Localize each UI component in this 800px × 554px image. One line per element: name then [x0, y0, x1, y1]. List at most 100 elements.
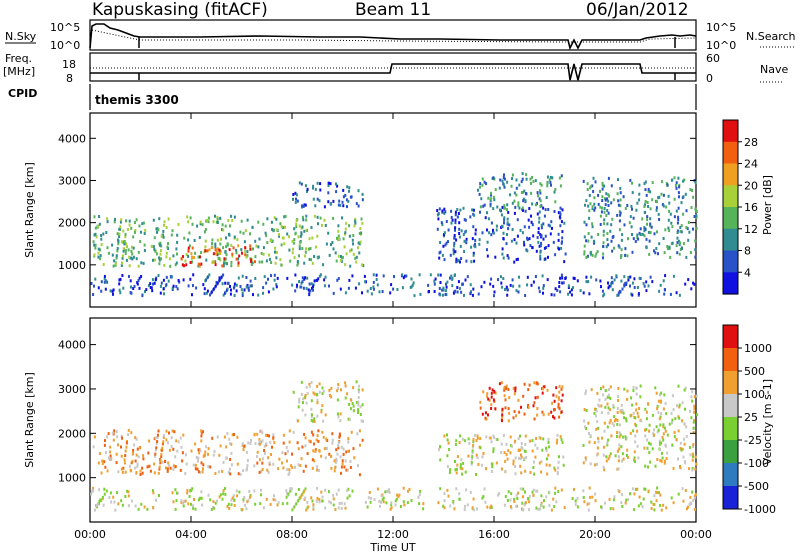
heatmap-cell	[539, 233, 542, 237]
heatmap-cell	[341, 216, 343, 220]
heatmap-cell	[657, 196, 660, 200]
heatmap-cell	[158, 262, 161, 266]
heatmap-cell	[643, 226, 646, 230]
heatmap-cell	[336, 236, 338, 240]
heatmap-cell	[677, 176, 680, 180]
freq-tick-high: 18	[62, 58, 76, 71]
heatmap-cell	[514, 439, 517, 443]
x-tick-label: 16:00	[478, 528, 510, 541]
heatmap-cell	[258, 439, 261, 443]
heatmap-cell	[119, 225, 122, 229]
heatmap-cell	[458, 497, 461, 501]
heatmap-cell	[445, 241, 448, 245]
heatmap-cell	[176, 287, 179, 291]
heatmap-cell	[570, 288, 573, 292]
heatmap-cell	[678, 403, 681, 407]
heatmap-cell	[675, 291, 678, 295]
heatmap-cell	[173, 430, 176, 434]
heatmap-cell	[192, 284, 194, 288]
heatmap-cell	[651, 447, 654, 451]
heatmap-cell	[332, 247, 335, 251]
heatmap-cell	[541, 387, 544, 391]
heatmap-cell	[532, 234, 535, 238]
heatmap-cell	[458, 227, 461, 231]
heatmap-cell	[226, 281, 229, 285]
heatmap-cell	[271, 239, 274, 243]
heatmap-cell	[162, 436, 165, 439]
heatmap-cell	[537, 194, 539, 198]
heatmap-cell	[647, 284, 650, 288]
heatmap-cell	[174, 488, 177, 492]
heatmap-cell	[659, 415, 662, 419]
heatmap-cell	[316, 197, 319, 201]
heatmap-cell	[558, 455, 560, 459]
heatmap-cell	[606, 232, 609, 235]
heatmap-cell	[691, 490, 694, 494]
heatmap-cell	[230, 503, 233, 507]
heatmap-cell	[361, 388, 364, 392]
heatmap-cell	[489, 282, 492, 286]
heatmap-cell	[634, 487, 637, 491]
heatmap-cell	[646, 438, 649, 442]
heatmap-cell	[155, 442, 158, 446]
heatmap-cell	[312, 285, 314, 289]
heatmap-cell	[677, 384, 680, 388]
heatmap-cell	[226, 262, 228, 266]
heatmap-cell	[124, 495, 127, 498]
heatmap-cell	[300, 457, 303, 461]
heatmap-cell	[330, 386, 333, 390]
heatmap-cell	[332, 493, 335, 497]
heatmap-cell	[97, 461, 100, 465]
heatmap-cell	[311, 261, 314, 265]
heatmap-cell	[221, 223, 224, 227]
heatmap-cell	[360, 419, 363, 423]
heatmap-cell	[317, 429, 320, 433]
heatmap-cell	[542, 284, 545, 288]
heatmap-cell	[199, 496, 201, 500]
heatmap-cell	[541, 274, 544, 278]
heatmap-cell	[690, 395, 693, 399]
heatmap-cell	[677, 429, 680, 433]
heatmap-cell	[112, 438, 115, 442]
heatmap-cell	[477, 188, 479, 192]
heatmap-cell	[337, 386, 340, 390]
heatmap-cell	[516, 234, 519, 238]
heatmap-cell	[540, 503, 543, 507]
heatmap-cell	[187, 220, 190, 224]
heatmap-cell	[372, 280, 375, 284]
heatmap-cell	[298, 397, 301, 401]
heatmap-cell	[548, 490, 551, 494]
heatmap-cell	[680, 224, 683, 228]
heatmap-cell	[476, 436, 479, 440]
heatmap-cell	[527, 406, 530, 409]
heatmap-cell	[642, 281, 645, 285]
heatmap-cell	[222, 460, 225, 464]
heatmap-cell	[90, 492, 93, 496]
heatmap-cell	[692, 431, 695, 435]
y-tick-label: 3000	[58, 383, 86, 396]
heatmap-cell	[176, 240, 179, 244]
heatmap-cell	[308, 282, 311, 286]
heatmap-cell	[554, 253, 557, 257]
heatmap-cell	[105, 489, 108, 493]
heatmap-cell	[152, 218, 155, 222]
colorbar-tick-label: 500	[744, 365, 765, 378]
heatmap-cell	[312, 184, 315, 188]
heatmap-cell	[144, 228, 147, 232]
heatmap-cell	[658, 289, 661, 293]
heatmap-cell	[604, 405, 607, 409]
heatmap-cell	[285, 495, 288, 499]
heatmap-cell	[512, 284, 515, 288]
heatmap-cell	[472, 208, 475, 212]
heatmap-cell	[501, 415, 504, 419]
heatmap-cell	[245, 255, 248, 259]
heatmap-cell	[133, 285, 136, 288]
heatmap-cell	[107, 251, 110, 255]
heatmap-cell	[455, 260, 458, 264]
heatmap-cell	[617, 387, 620, 390]
heatmap-cell	[638, 183, 641, 187]
heatmap-cell	[337, 224, 340, 228]
heatmap-cell	[527, 497, 530, 500]
heatmap-cell	[596, 392, 599, 395]
heatmap-cell	[574, 503, 577, 507]
